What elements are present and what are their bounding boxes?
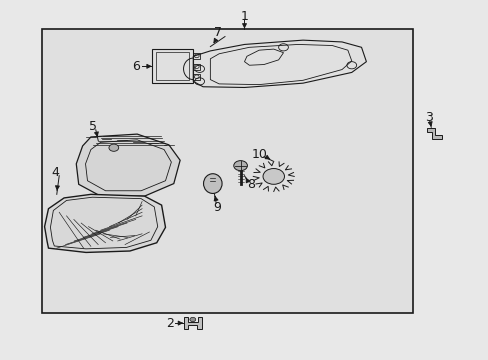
Bar xyxy=(156,52,189,80)
Text: 2: 2 xyxy=(165,316,173,330)
Text: 9: 9 xyxy=(212,201,220,214)
Bar xyxy=(193,74,200,80)
Circle shape xyxy=(189,318,195,321)
Text: 3: 3 xyxy=(424,111,432,124)
Bar xyxy=(193,53,200,59)
Text: 5: 5 xyxy=(89,120,97,133)
Bar xyxy=(42,30,412,313)
Text: 10: 10 xyxy=(251,148,266,161)
Polygon shape xyxy=(76,134,180,196)
Bar xyxy=(152,49,193,83)
Text: 7: 7 xyxy=(213,27,221,40)
Circle shape xyxy=(109,144,119,151)
Circle shape xyxy=(263,168,284,184)
Polygon shape xyxy=(427,128,441,139)
Polygon shape xyxy=(44,194,165,252)
Text: 6: 6 xyxy=(132,60,140,73)
Polygon shape xyxy=(183,318,202,329)
Bar xyxy=(193,64,200,69)
Text: 1: 1 xyxy=(240,10,248,23)
Text: 4: 4 xyxy=(51,166,59,179)
Ellipse shape xyxy=(203,174,222,193)
Circle shape xyxy=(233,161,247,171)
Text: 8: 8 xyxy=(247,178,255,191)
